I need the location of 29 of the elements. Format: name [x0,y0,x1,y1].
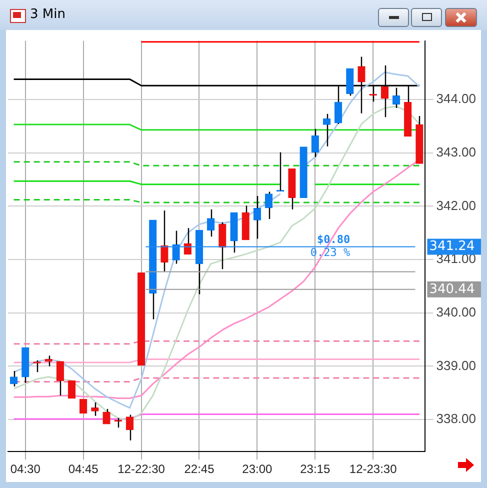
candlestick [56,361,64,396]
y-tick-label: 339.00 [436,358,476,373]
x-tick-label: 23:15 [300,462,330,476]
y-tick-label: 340.00 [436,304,476,320]
candlestick [91,402,99,416]
candlestick [126,414,134,441]
y-tick-label: 342.00 [436,198,476,213]
y-tick-label: 343.00 [436,144,476,160]
x-tick-label: 12-22:30 [118,462,166,476]
candlestick [218,222,226,270]
candlestick [160,210,168,272]
candlestick [264,191,273,220]
x-tick-label: 12-23:30 [349,462,398,476]
candlestick [311,128,319,158]
y-tick-label: 338.00 [436,411,476,426]
annotation: $0.80 [317,233,350,246]
candlestick [149,220,157,320]
candlestick [33,360,41,373]
candlestick [195,230,204,295]
chart-title: 3 Min [30,7,66,22]
x-tick-label: 04:45 [68,462,99,476]
x-tick-label: 04:30 [10,462,41,476]
x-tick-label: 22:45 [184,462,215,476]
y-tick-label: 344.00 [436,91,476,106]
ref-line-label: 341.24 [429,239,475,254]
candlestick [172,230,180,264]
annotation: 0.23 % [310,246,350,260]
x-tick-label: 23:00 [242,462,273,476]
ref-line-label: 340.44 [429,282,475,297]
